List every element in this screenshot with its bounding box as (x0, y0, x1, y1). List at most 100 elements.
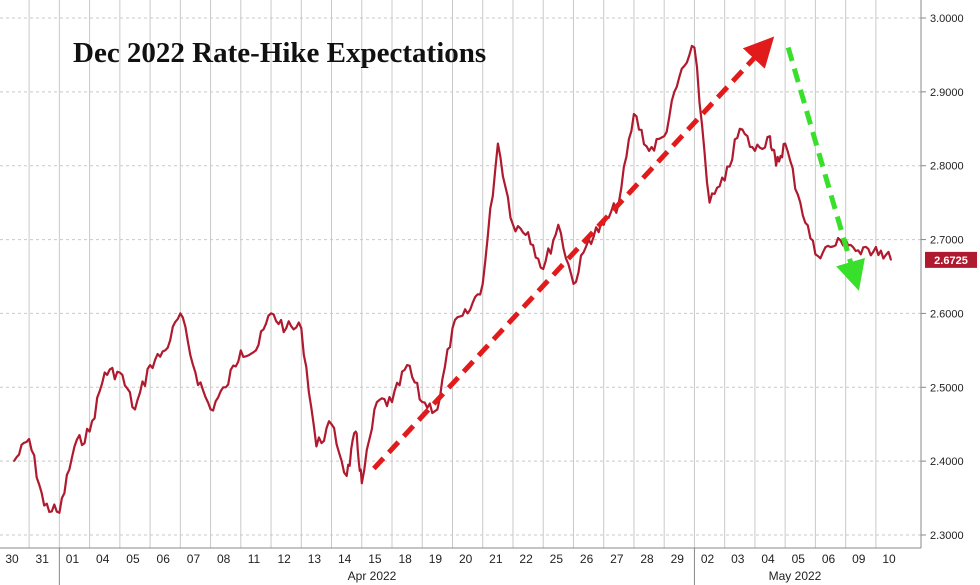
series-point (784, 142, 786, 145)
series-point (209, 408, 212, 411)
red-up-arrow (372, 36, 775, 471)
series-point (354, 430, 357, 433)
series-point (391, 401, 393, 403)
series-point (497, 142, 499, 145)
series-point (754, 150, 756, 152)
series-point (255, 349, 257, 352)
series-point (28, 438, 30, 440)
series-point (814, 253, 817, 256)
series-point (738, 127, 741, 130)
series-point (436, 408, 439, 411)
series-point (376, 401, 378, 403)
trend-arrows (372, 36, 865, 471)
series-point (179, 312, 182, 315)
series-point (829, 246, 832, 248)
x-tick-label: 22 (519, 552, 533, 566)
month-label-april: Apr 2022 (348, 569, 397, 583)
x-tick-label: 26 (580, 552, 594, 566)
vertical-gridlines (28, 0, 877, 585)
series-point (315, 445, 318, 448)
y-tick-label: 2.4000 (930, 456, 964, 468)
x-tick-label: 12 (277, 552, 291, 566)
series-point (481, 283, 484, 285)
series-point (769, 135, 771, 137)
series-point (633, 113, 635, 115)
y-tick-label: 2.6000 (930, 308, 964, 320)
green-down-arrow (785, 46, 865, 291)
x-tick-label: 13 (308, 552, 322, 566)
series-point (542, 268, 545, 270)
x-tick-label: 20 (459, 552, 473, 566)
x-tick-label: 14 (338, 552, 352, 566)
series-point (648, 150, 650, 152)
series-point (799, 201, 802, 204)
x-tick-label: 27 (610, 552, 624, 566)
series-point (775, 164, 777, 167)
x-axis-labels: 30 31 01 04 05 06 07 08 11 12 13 14 15 18 19 20 21 22 25 26… (5, 552, 896, 566)
x-tick-label: 31 (36, 552, 50, 566)
x-tick-label: 21 (489, 552, 503, 566)
x-tick-label: 05 (126, 552, 140, 566)
series-point (149, 364, 151, 366)
series-point (859, 253, 862, 256)
series-point (285, 327, 287, 330)
series-point (360, 482, 363, 485)
x-tick-label: 10 (882, 552, 896, 566)
x-tick-label: 01 (66, 552, 80, 566)
series-point (73, 445, 76, 448)
series-point (270, 312, 272, 315)
series-point (723, 179, 726, 182)
series-point (572, 283, 575, 285)
x-tick-label: 04 (96, 552, 110, 566)
series-point (13, 460, 15, 462)
series-point (134, 408, 136, 411)
x-tick-label: 09 (852, 552, 866, 566)
x-tick-label: 18 (398, 552, 412, 566)
series-point (466, 312, 469, 315)
horizontal-gridlines (0, 17, 926, 536)
x-tick-label: 02 (701, 552, 715, 566)
series-point (693, 46, 696, 49)
last-value-badge-bg (925, 251, 977, 268)
y-axis-labels: 2.3000 2.4000 2.5000 2.6000 2.7000 2.8000 2.90… (930, 13, 964, 542)
series-point (451, 327, 454, 330)
x-tick-label: 15 (368, 552, 382, 566)
y-tick-label: 2.3000 (930, 530, 964, 542)
series-point (421, 401, 424, 403)
series-point (164, 349, 167, 352)
x-tick-label: 08 (217, 552, 231, 566)
x-tick-label: 04 (761, 552, 775, 566)
series-point (240, 349, 242, 352)
x-tick-label: 19 (429, 552, 443, 566)
series-point (663, 135, 665, 137)
x-tick-label: 30 (5, 552, 19, 566)
x-tick-label: 25 (550, 552, 564, 566)
y-tick-label: 2.9000 (930, 87, 964, 99)
series-point (194, 371, 197, 374)
last-value-label: 2.6725 (934, 255, 968, 267)
series-point (527, 231, 529, 233)
series-point (58, 512, 61, 514)
series-point (119, 371, 121, 374)
series-points (13, 46, 892, 514)
x-tick-label: 11 (248, 552, 261, 566)
x-tick-label: 06 (822, 552, 836, 566)
x-tick-label: 28 (640, 552, 654, 566)
series-point (557, 224, 560, 226)
series-point (708, 201, 711, 204)
y-tick-label: 2.5000 (930, 382, 964, 394)
x-tick-label: 29 (671, 552, 685, 566)
series-point (406, 364, 408, 366)
series-point (345, 475, 348, 477)
y-tick-label: 3.0000 (930, 13, 964, 25)
y-tick-label: 2.8000 (930, 161, 964, 173)
series-point (330, 423, 333, 426)
series-point (224, 386, 227, 389)
series-point (103, 371, 106, 374)
chart-title: Dec 2022 Rate-Hike Expectations (73, 37, 486, 69)
x-tick-label: 03 (731, 552, 745, 566)
series-point (43, 504, 46, 507)
series-point (88, 430, 91, 433)
